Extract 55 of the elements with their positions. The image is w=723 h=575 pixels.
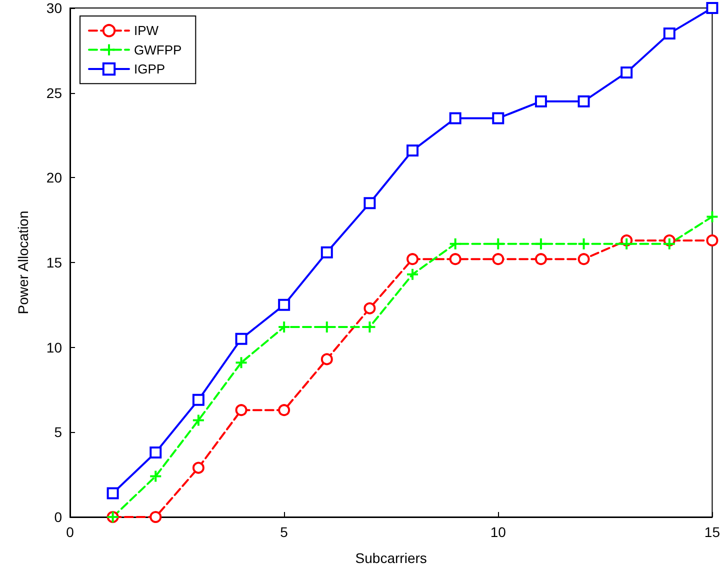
point xyxy=(534,237,548,250)
point xyxy=(578,253,590,266)
point xyxy=(406,268,420,281)
point xyxy=(192,462,204,474)
point xyxy=(534,253,547,266)
point xyxy=(577,237,590,250)
point xyxy=(235,404,248,416)
point xyxy=(492,237,505,250)
point xyxy=(149,470,162,483)
legend-label: GWFPP xyxy=(134,42,182,58)
point xyxy=(150,446,162,459)
point xyxy=(448,237,462,250)
point xyxy=(663,27,676,40)
y-tick-label: 25 xyxy=(46,84,62,101)
y-tick-label: 30 xyxy=(46,0,62,16)
x-tick-label: 0 xyxy=(66,524,74,540)
point xyxy=(364,197,376,210)
y-axis-title: Power Allocation xyxy=(15,210,31,314)
point xyxy=(320,246,333,258)
point xyxy=(620,66,633,78)
point xyxy=(492,253,504,266)
legend-label: IGPP xyxy=(134,62,166,76)
point xyxy=(192,394,204,406)
point xyxy=(278,404,290,416)
y-tick-label: 15 xyxy=(46,254,62,270)
point xyxy=(278,298,290,311)
y-tick-label: 10 xyxy=(46,339,62,356)
x-tick-label: 5 xyxy=(280,524,288,540)
point xyxy=(449,112,462,124)
point xyxy=(234,356,248,370)
point xyxy=(662,237,676,250)
point xyxy=(320,353,333,366)
point xyxy=(106,487,119,500)
point xyxy=(578,95,590,108)
point xyxy=(192,414,205,427)
point xyxy=(492,112,504,124)
point xyxy=(449,253,462,266)
x-tick-label: 15 xyxy=(704,524,720,540)
y-tick-label: 5 xyxy=(54,424,62,440)
point xyxy=(706,210,719,224)
x-tick-label: 10 xyxy=(490,524,506,540)
point xyxy=(235,332,248,345)
legend-label: IPW xyxy=(134,23,160,38)
y-tick-label: 0 xyxy=(54,509,62,525)
x-axis-title: Subcarriers xyxy=(355,550,427,566)
y-tick-label: 20 xyxy=(46,170,62,186)
point xyxy=(406,144,419,157)
point xyxy=(706,2,718,14)
point xyxy=(620,237,634,250)
point xyxy=(278,320,291,334)
point xyxy=(706,234,718,246)
point xyxy=(364,302,376,314)
point xyxy=(534,95,547,108)
point xyxy=(150,511,162,523)
point xyxy=(406,253,419,266)
